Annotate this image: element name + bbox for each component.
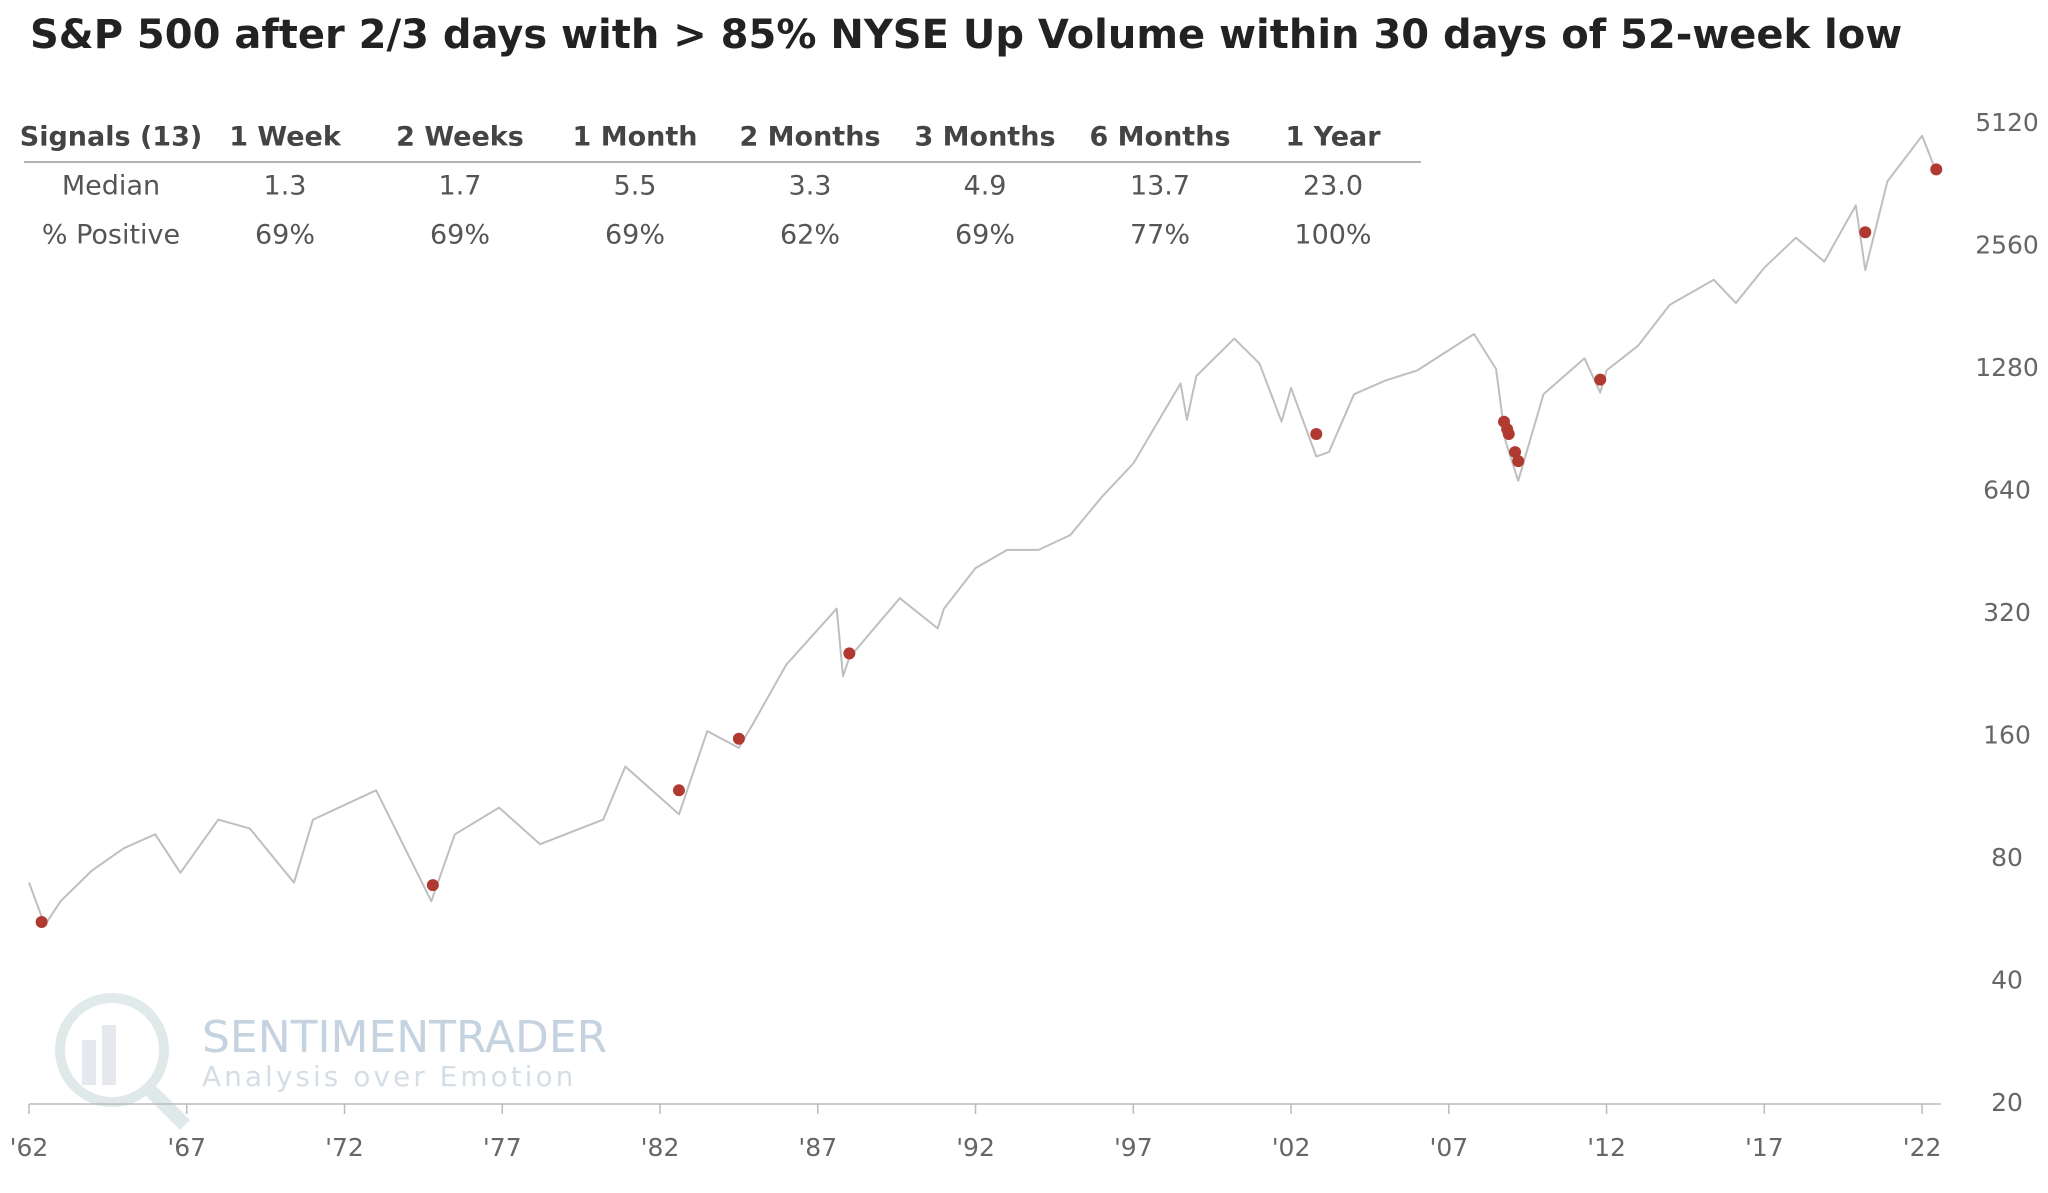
table-cell: Median [62, 171, 160, 202]
table-cell: 5.5 [614, 171, 657, 202]
table-cell: 69% [430, 220, 490, 251]
table-header: 1 Month [573, 122, 698, 153]
signal-dot [1859, 226, 1872, 239]
x-tick-label: '62 [10, 1133, 49, 1162]
y-tick-label: 320 [1983, 598, 2031, 627]
signal-dot [35, 916, 48, 929]
y-tick-label: 20 [1991, 1088, 2023, 1117]
x-tick-label: '82 [641, 1133, 680, 1162]
signal-dot [672, 784, 685, 797]
y-tick-label: 5120 [1975, 108, 2039, 137]
table-cell: 100% [1294, 220, 1371, 251]
table-cell: % Positive [42, 220, 180, 251]
x-tick-label: '17 [1745, 1133, 1784, 1162]
table-cell: 77% [1130, 220, 1190, 251]
table-header: Signals (13) [20, 122, 202, 153]
x-tick-label: '97 [1114, 1133, 1153, 1162]
x-tick-label: '12 [1587, 1133, 1626, 1162]
table-cell: 69% [255, 220, 315, 251]
price-line [28, 134, 1938, 927]
signal-dot [1930, 163, 1943, 176]
table-cell: 69% [605, 220, 665, 251]
table-cell: 1.3 [264, 171, 307, 202]
x-tick-label: '67 [167, 1133, 206, 1162]
watermark-subtitle: Analysis over Emotion [202, 1060, 576, 1093]
table-cell: 1.7 [439, 171, 482, 202]
y-tick-label: 40 [1991, 966, 2023, 995]
y-tick-label: 80 [1991, 843, 2023, 872]
x-tick-label: '92 [956, 1133, 995, 1162]
signal-dot [426, 879, 439, 892]
signal-dot [1310, 428, 1323, 441]
y-tick-label: 1280 [1975, 353, 2039, 382]
x-tick-label: '87 [798, 1133, 837, 1162]
table-cell: 23.0 [1303, 171, 1363, 202]
table-cell: 62% [780, 220, 840, 251]
table-header: 2 Weeks [396, 122, 524, 153]
signal-dot [1502, 428, 1515, 441]
x-tick-label: '77 [483, 1133, 522, 1162]
y-tick-label: 160 [1983, 721, 2031, 750]
table-header: 1 Year [1285, 122, 1381, 153]
y-tick-label: 640 [1983, 476, 2031, 505]
signal-dot [843, 647, 856, 660]
table-cell: 3.3 [789, 171, 832, 202]
table-header: 6 Months [1089, 122, 1230, 153]
signal-dot [1509, 446, 1522, 459]
x-tick-label: '02 [1272, 1133, 1311, 1162]
x-tick-label: '22 [1903, 1133, 1942, 1162]
signal-dot [732, 732, 745, 745]
x-tick-label: '07 [1429, 1133, 1468, 1162]
table-cell: 4.9 [964, 171, 1007, 202]
watermark-logo [55, 993, 190, 1130]
table-header: 3 Months [914, 122, 1055, 153]
chart-title: S&P 500 after 2/3 days with > 85% NYSE U… [30, 12, 1902, 58]
table-cell: 69% [955, 220, 1015, 251]
x-tick-label: '72 [325, 1133, 364, 1162]
watermark-title: SENTIMENTRADER [202, 1012, 607, 1063]
signal-dot [1594, 373, 1607, 386]
table-cell: 13.7 [1130, 171, 1190, 202]
y-tick-label: 2560 [1975, 231, 2039, 260]
table-header: 1 Week [229, 122, 342, 153]
table-header: 2 Months [739, 122, 880, 153]
signal-dot [1512, 455, 1525, 468]
